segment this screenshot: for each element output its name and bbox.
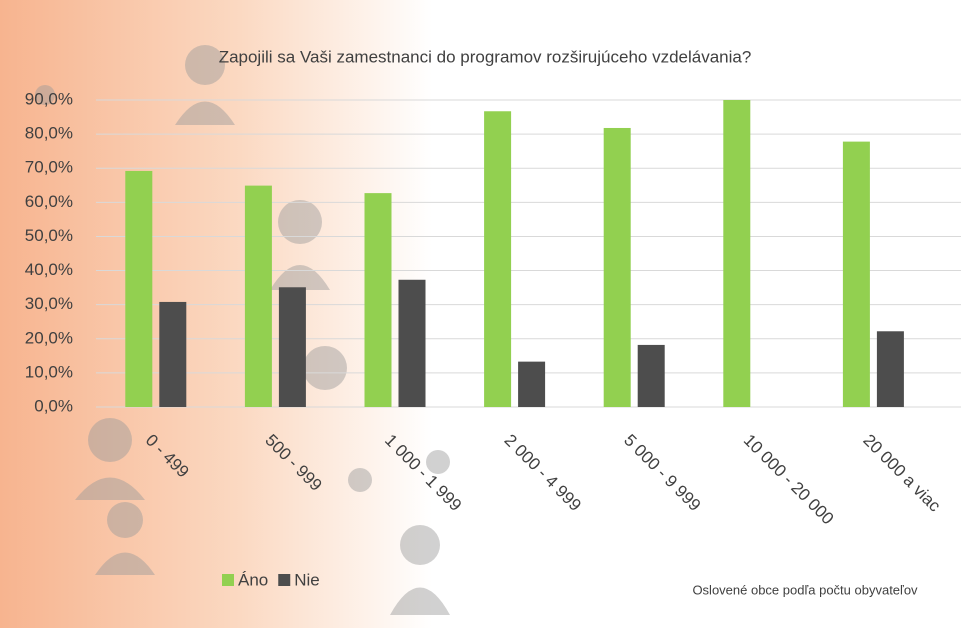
bar (723, 100, 750, 407)
bar (399, 280, 426, 407)
bar (279, 287, 306, 407)
legend-label: Áno (238, 570, 268, 589)
y-tick-label: 60,0% (25, 192, 73, 211)
y-tick-label: 90,0% (25, 89, 73, 108)
bar (843, 142, 870, 407)
bar (638, 345, 665, 407)
y-tick-label: 0,0% (34, 396, 73, 415)
y-tick-label: 10,0% (25, 362, 73, 381)
chart: Zapojili sa Vaši zamestnanci do programo… (0, 0, 961, 628)
legend-swatch (222, 574, 234, 586)
y-tick-label: 20,0% (25, 328, 73, 347)
legend-swatch (278, 574, 290, 586)
bar (159, 302, 186, 407)
bar (245, 186, 272, 407)
bar (365, 193, 392, 407)
y-tick-label: 50,0% (25, 226, 73, 245)
bar (604, 128, 631, 407)
bar (877, 331, 904, 407)
legend-label: Nie (294, 570, 320, 589)
bar (484, 111, 511, 407)
bar (518, 362, 545, 407)
bar (125, 171, 152, 407)
y-tick-label: 80,0% (25, 124, 73, 143)
chart-title: Zapojili sa Vaši zamestnanci do programo… (219, 47, 752, 66)
x-axis-title: Oslovené obce podľa počtu obyvateľov (692, 582, 918, 597)
y-tick-label: 30,0% (25, 294, 73, 313)
y-tick-label: 40,0% (25, 260, 73, 279)
y-tick-label: 70,0% (25, 158, 73, 177)
